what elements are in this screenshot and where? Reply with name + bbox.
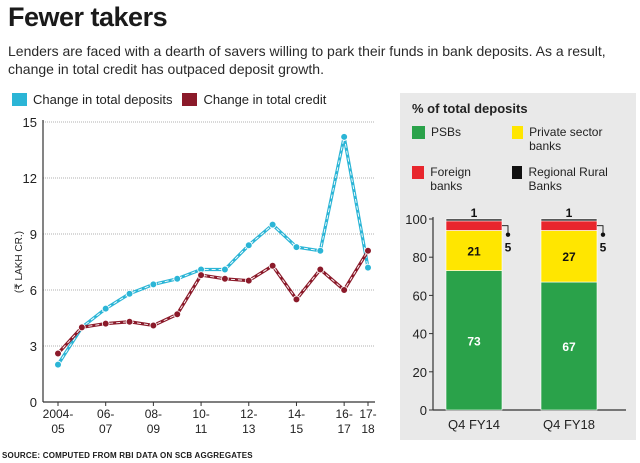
x-tick-label: 11 (195, 422, 208, 436)
data-point-credit (54, 349, 62, 358)
side-legend-private: Private sector banks (512, 125, 622, 153)
data-point-credit (101, 319, 110, 328)
data-point-deposits (316, 247, 325, 255)
side-swatch-psb (412, 126, 425, 139)
legend-swatch-credit (182, 93, 198, 106)
side-label-foreign: Foreign banks (430, 165, 471, 193)
source-note: SOURCE: COMPUTED FROM RBI DATA ON SCB AG… (2, 451, 253, 460)
legend-label-deposits: Change in total deposits (33, 92, 173, 107)
data-point-credit (268, 261, 277, 270)
data-point-deposits (54, 360, 62, 369)
y-tick-label: 9 (30, 227, 37, 242)
data-point-deposits (364, 263, 372, 272)
data-point-credit (244, 276, 253, 285)
legend-item-credit: Change in total credit (182, 92, 326, 107)
series-line-dash-credit (57, 250, 369, 354)
side-panel-title: % of total deposits (412, 101, 528, 116)
x-tick-label: 17 (337, 422, 351, 436)
data-point-credit (221, 274, 229, 283)
x-tick-label: 08- (145, 407, 162, 421)
x-tick-label: 10- (192, 407, 209, 421)
x-tick-label: 13 (242, 422, 256, 436)
y-tick-label: 0 (30, 395, 37, 410)
line-chart: 0 3 6 9 12 15 (₹ LAKH CR.) 2004-05 06-07 08-09 10-… (14, 115, 377, 436)
data-point-credit (78, 323, 86, 332)
data-point-deposits (244, 241, 253, 250)
x-tick-label: 07 (99, 422, 113, 436)
x-tick-label: 09 (147, 422, 161, 436)
page-title: Fewer takers (8, 2, 168, 32)
side-label-rrb: Regional Rural Banks (528, 165, 608, 193)
data-point-credit (125, 317, 134, 326)
side-swatch-private (512, 126, 524, 139)
side-label-psb: PSBs (431, 125, 462, 139)
x-tick-label: 2004- (43, 407, 74, 421)
data-point-credit (197, 271, 205, 279)
legend-item-deposits: Change in total deposits (12, 92, 172, 107)
y-axis-label: (₹ LAKH CR.) (14, 231, 25, 293)
side-label-private: Private sector banks (529, 125, 603, 153)
y-tick-label: 15 (23, 115, 37, 130)
x-tick-label: 16- (335, 407, 352, 421)
data-point-credit (149, 321, 158, 330)
side-swatch-foreign (412, 166, 425, 179)
data-point-deposits (101, 304, 110, 313)
data-point-deposits (340, 133, 348, 141)
y-tick-label: 6 (30, 283, 37, 298)
x-tick-label: 12- (240, 407, 257, 421)
data-point-credit (316, 265, 325, 274)
x-tick-label: 18 (361, 422, 375, 436)
deposit-share-panel: % of total deposits PSBs Private sector … (400, 93, 636, 440)
series-line-dash-deposits (57, 136, 369, 365)
x-tick-label: 05 (51, 422, 65, 436)
side-swatch-rrb (512, 166, 523, 179)
legend-label-credit: Change in total credit (203, 92, 327, 107)
data-point-deposits (292, 243, 301, 251)
x-tick-label: 06- (97, 407, 114, 421)
x-tick-label: 17- (359, 407, 376, 421)
data-point-deposits (268, 220, 277, 229)
data-point-credit (173, 310, 182, 319)
data-point-deposits (173, 274, 182, 283)
y-tick-label: 12 (23, 171, 37, 186)
data-point-deposits (125, 289, 134, 298)
side-legend-rrb: Regional Rural Banks (512, 165, 622, 193)
data-point-deposits (149, 280, 158, 289)
data-point-credit (292, 295, 301, 304)
x-tick-label: 15 (290, 422, 304, 436)
y-tick-label: 3 (30, 339, 37, 354)
data-point-credit (364, 247, 372, 255)
data-point-credit (340, 286, 348, 294)
line-chart-legend: Change in total deposits Change in total… (12, 92, 326, 107)
side-legend-foreign: Foreign banks (412, 165, 502, 193)
page-subtitle: Lenders are faced with a dearth of saver… (8, 43, 606, 77)
data-point-deposits (221, 265, 229, 274)
legend-swatch-deposits (12, 93, 27, 106)
side-legend-psb: PSBs (412, 125, 461, 139)
x-tick-label: 14- (288, 407, 305, 421)
